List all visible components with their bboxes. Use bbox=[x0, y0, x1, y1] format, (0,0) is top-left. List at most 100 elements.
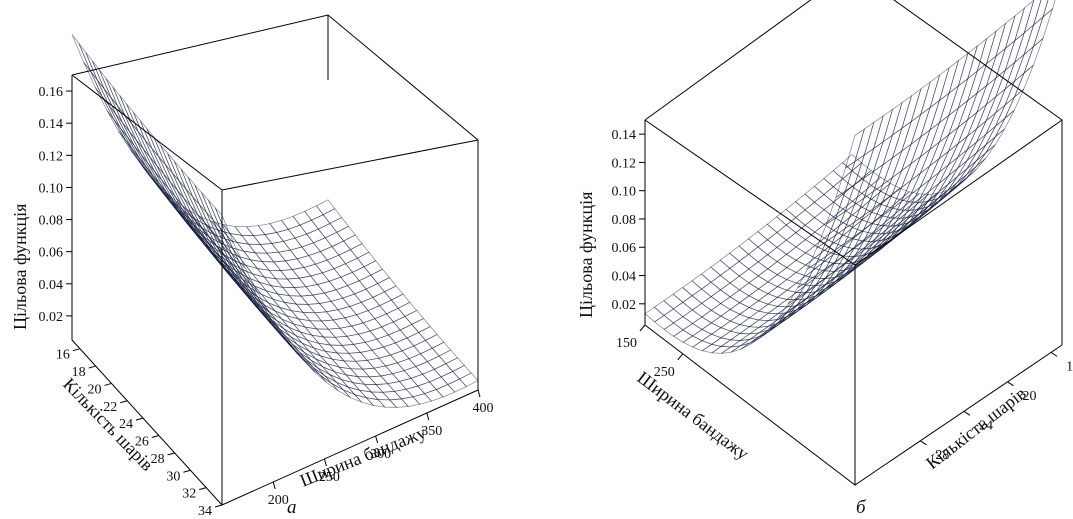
surface-patch bbox=[720, 296, 741, 310]
surface-patch bbox=[957, 111, 978, 145]
surface-patch bbox=[417, 381, 437, 395]
surface-patch bbox=[767, 274, 788, 288]
surface-patch bbox=[78, 43, 98, 81]
surface-patch bbox=[757, 268, 778, 283]
x-axis-label-b: Ширина бандажу bbox=[634, 367, 753, 464]
surface-patch bbox=[306, 359, 325, 376]
surface-patch bbox=[995, 80, 1015, 114]
surface-patch bbox=[394, 337, 415, 352]
surface-patch bbox=[985, 88, 1006, 122]
surface-patch bbox=[349, 301, 369, 316]
surface-patch bbox=[691, 328, 713, 342]
surface-patch bbox=[842, 170, 863, 187]
surface-patch bbox=[424, 333, 445, 349]
surface-patch bbox=[976, 76, 997, 114]
surface-patch bbox=[139, 120, 159, 157]
surface-patch bbox=[364, 338, 385, 351]
surface-patch bbox=[247, 243, 268, 254]
y-axis-b-tick-mark bbox=[920, 440, 927, 446]
surface-patch bbox=[1013, 45, 1035, 83]
surface-patch bbox=[390, 293, 411, 309]
y-axis-a-tick-label: 24 bbox=[119, 417, 133, 432]
surface-patch bbox=[672, 287, 693, 303]
surface-patch bbox=[447, 378, 467, 393]
surface-patch bbox=[947, 99, 969, 136]
surface-patch bbox=[975, 95, 997, 130]
surface-patch bbox=[413, 339, 433, 355]
surface-patch bbox=[335, 285, 356, 299]
surface-patch bbox=[985, 69, 1007, 106]
surface-patch bbox=[328, 276, 349, 291]
surface-patch bbox=[738, 295, 760, 308]
axes-b: 0.02 0.04 0.06 0.08 0.10 0.12 0.14 150 250 16 20 24… bbox=[612, 128, 1073, 463]
surface-patch bbox=[90, 70, 110, 106]
surface-patch bbox=[367, 305, 388, 320]
surface-patch bbox=[287, 224, 308, 239]
surface-patch bbox=[1023, 0, 1042, 34]
surface-patch bbox=[701, 322, 722, 335]
surface-patch bbox=[785, 232, 806, 248]
surface-patch bbox=[804, 231, 825, 246]
y-axis-a-tick-mark bbox=[135, 417, 144, 421]
y-axis-b-tick-label: 16 bbox=[1066, 359, 1073, 374]
surface-patch bbox=[767, 305, 789, 315]
surface-patch bbox=[947, 118, 969, 153]
surface-patch bbox=[369, 326, 390, 340]
surface-patch bbox=[343, 234, 363, 251]
surface-patch bbox=[910, 165, 931, 195]
surface-patch bbox=[323, 289, 344, 302]
surface-patch bbox=[966, 103, 988, 138]
surface-patch bbox=[272, 298, 293, 312]
surface-patch bbox=[422, 368, 442, 383]
surface-patch bbox=[383, 285, 404, 301]
surface-patch bbox=[310, 272, 330, 285]
surface-patch bbox=[376, 334, 397, 348]
y-axis-b-tick-mark bbox=[1050, 351, 1058, 357]
surface-patch bbox=[701, 281, 722, 298]
surface-patch bbox=[901, 173, 921, 202]
surface-patch bbox=[1042, 0, 1056, 19]
surface-patch bbox=[261, 261, 282, 271]
surface-patch bbox=[729, 302, 750, 315]
surface-patch bbox=[748, 261, 769, 277]
surface-patch bbox=[433, 363, 454, 378]
surface-patch bbox=[397, 301, 418, 317]
surface-patch bbox=[672, 301, 693, 318]
surface-patch bbox=[342, 293, 362, 307]
surface-patch bbox=[663, 322, 684, 337]
surface-patch bbox=[314, 259, 335, 274]
surface-mesh-a bbox=[71, 34, 479, 408]
y-axis-b-tick-mark bbox=[963, 410, 971, 416]
surface-patch bbox=[995, 96, 1015, 127]
surface-patch bbox=[302, 312, 323, 322]
surface-patch bbox=[363, 260, 384, 276]
surface-patch bbox=[919, 141, 941, 175]
surface-patch bbox=[938, 143, 959, 173]
surface-patch bbox=[350, 322, 371, 335]
surface-patch bbox=[910, 148, 931, 182]
surface-patch bbox=[691, 340, 713, 352]
surface-patch bbox=[404, 309, 425, 325]
surface-patch bbox=[396, 358, 417, 372]
surface-patch bbox=[957, 128, 978, 158]
surface-patch bbox=[285, 315, 307, 328]
x-axis-a-tick-label: 400 bbox=[473, 401, 494, 416]
surface-patch bbox=[331, 382, 351, 398]
surface-patch bbox=[700, 266, 721, 283]
surface-patch bbox=[387, 329, 408, 344]
surface-patch bbox=[349, 243, 370, 259]
surface-patch bbox=[720, 309, 741, 322]
z-axis-b-tick-label: 0.10 bbox=[612, 185, 637, 200]
surface-patch bbox=[358, 274, 379, 290]
surface-patch bbox=[1004, 53, 1025, 91]
surface-patch bbox=[748, 288, 769, 302]
surface-patch bbox=[957, 92, 978, 129]
surface-patch bbox=[385, 362, 405, 375]
surface-patch bbox=[415, 361, 435, 375]
surface-patch bbox=[326, 363, 348, 376]
x-axis-b-tick-mark bbox=[677, 353, 684, 361]
surface-patch bbox=[738, 282, 760, 297]
surface-patch bbox=[362, 318, 383, 332]
surface-patch bbox=[329, 344, 350, 354]
